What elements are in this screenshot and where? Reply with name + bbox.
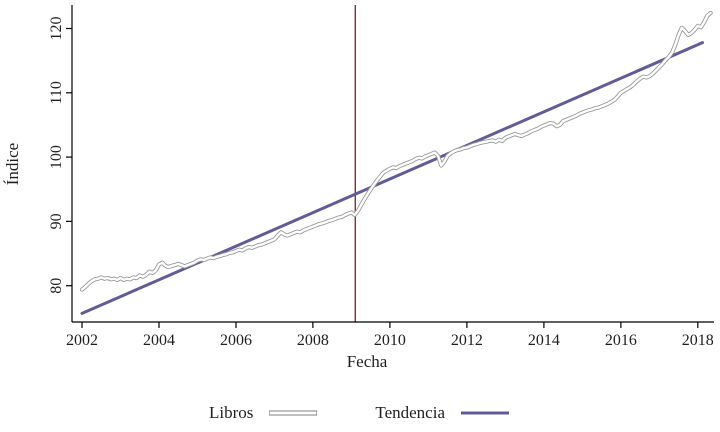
x-tick-label: 2014 xyxy=(528,332,560,349)
y-tick-label: 80 xyxy=(48,278,65,294)
y-axis-title: Índice xyxy=(3,142,22,186)
x-tick-label: 2006 xyxy=(220,332,252,349)
x-tick-label: 2002 xyxy=(66,332,98,349)
y-tick-label: 90 xyxy=(48,213,65,229)
x-tick-label: 2018 xyxy=(682,332,714,349)
x-axis-title: Fecha xyxy=(346,352,388,371)
plot-area: 80 90 100 110 120 2002 2004 2006 2008 2010 2012 201… xyxy=(48,5,714,349)
x-tick-label: 2012 xyxy=(451,332,483,349)
legend-item-tendencia: Tendencia xyxy=(375,403,511,423)
libros-line-outline xyxy=(79,10,713,292)
tendencia-line-swatch-icon xyxy=(461,411,509,415)
legend-label-libros: Libros xyxy=(209,403,254,422)
y-tick-label: 120 xyxy=(48,17,65,41)
x-tick-label: 2004 xyxy=(143,332,175,349)
y-tick-label: 100 xyxy=(48,145,65,169)
x-tick-label: 2008 xyxy=(297,332,329,349)
libros-line-swatch-icon xyxy=(269,410,318,416)
libros-line-core xyxy=(80,11,712,291)
legend-label-tendencia: Tendencia xyxy=(375,403,445,422)
x-tick-label: 2016 xyxy=(605,332,637,349)
x-tick-label: 2010 xyxy=(374,332,406,349)
y-tick-label: 110 xyxy=(48,81,65,104)
tendencia-line xyxy=(80,41,704,315)
legend: Libros Tendencia xyxy=(0,403,720,423)
legend-item-libros: Libros xyxy=(209,403,319,423)
